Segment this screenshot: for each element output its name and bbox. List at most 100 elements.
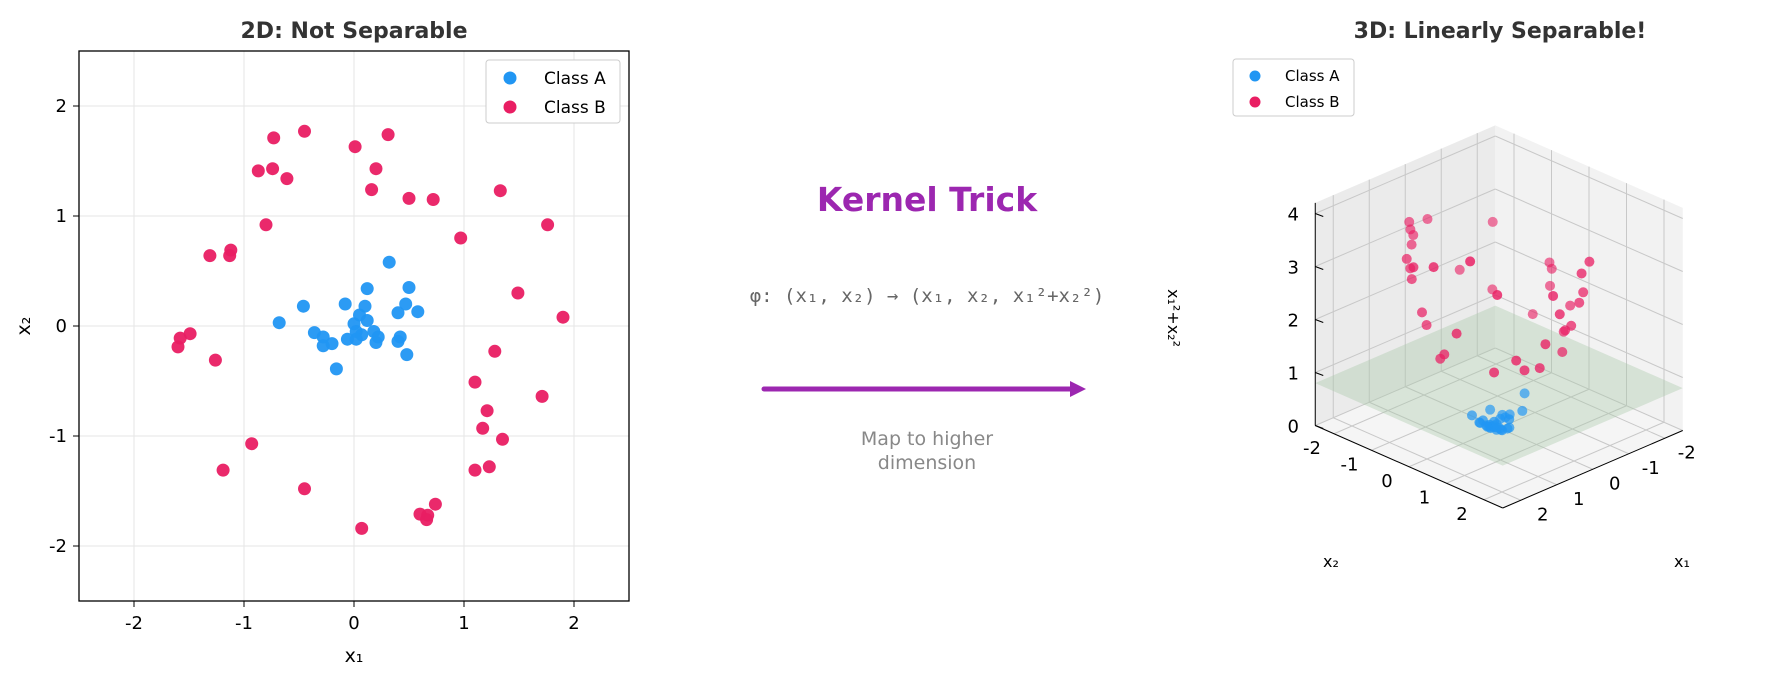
chart-3d-legend: Class A Class B — [1232, 58, 1355, 117]
y-tick-label: -2 — [49, 536, 67, 557]
y-tick-label: 2 — [56, 96, 67, 117]
axis-line-3d — [1315, 425, 1503, 509]
point-class-b — [1519, 365, 1530, 376]
point-class-b — [1406, 274, 1417, 285]
point-class-b — [266, 162, 280, 176]
x-tick-label: -2 — [125, 613, 143, 634]
point-class-b — [476, 421, 490, 435]
y-tick-label: 0 — [56, 316, 67, 337]
chart-2d-legend: Class A Class B — [485, 59, 621, 124]
legend-label-class-b: Class B — [544, 98, 606, 118]
point-class-b — [1534, 363, 1545, 374]
legend-marker-class-a — [503, 71, 517, 85]
point-class-b — [1584, 256, 1595, 267]
point-class-b — [1451, 328, 1462, 339]
legend-label-class-a: Class A — [544, 69, 606, 89]
point-class-b — [348, 140, 362, 154]
chart-3d-points — [1401, 214, 1595, 436]
chart-3d-title: 3D: Linearly Separable! — [1354, 19, 1647, 44]
point-class-b — [381, 128, 395, 142]
grid-line-3d — [1315, 241, 1496, 320]
grid-line-3d — [1495, 347, 1683, 431]
x2-tick-label: 0 — [1381, 471, 1392, 492]
mapping-arrow-head — [1070, 381, 1086, 397]
point-class-b — [1527, 309, 1538, 320]
grid-line-3d — [1495, 294, 1683, 378]
x-tick-label: -1 — [235, 613, 253, 634]
z-tick — [1315, 319, 1324, 323]
axis-line-3d — [1502, 430, 1683, 509]
point-class-a — [360, 314, 374, 327]
plane-surface — [1315, 305, 1683, 466]
x2-tick-label: -2 — [1303, 438, 1321, 459]
point-class-b — [1404, 216, 1415, 227]
z-tick — [1315, 425, 1324, 429]
point-class-b — [1421, 320, 1432, 331]
point-class-b — [1428, 262, 1439, 273]
point-class-b — [556, 310, 570, 324]
point-class-b — [535, 389, 549, 403]
point-class-b — [1454, 264, 1465, 275]
point-class-a — [1485, 404, 1496, 415]
grid-line-3d — [1333, 417, 1521, 501]
x1-tick-label: -2 — [1678, 442, 1696, 463]
point-class-b — [1417, 307, 1428, 318]
grid-line-3d — [1495, 241, 1683, 325]
point-class-b — [216, 463, 230, 477]
point-class-b — [1401, 253, 1412, 264]
grid-line-3d — [1495, 135, 1683, 219]
mapping-caption-line1: Map to higher — [861, 428, 993, 450]
point-class-b — [259, 218, 273, 232]
point-class-a — [399, 297, 413, 311]
chart-2d-ylabel: x₂ — [13, 317, 35, 336]
chart-2d-xlabel: x₁ — [345, 645, 364, 667]
point-class-b — [365, 183, 379, 197]
legend-marker-class-b — [1249, 96, 1261, 108]
point-class-b — [493, 184, 507, 198]
point-class-b — [355, 521, 369, 535]
chart-3d-axes: -2 -2 -1 -1 0 0 1 1 2 2 0 1 2 3 4 — [1288, 202, 1696, 525]
kernel-formula: φ: (x₁, x₂) → (x₁, x₂, x₁²+x₂²) — [750, 285, 1105, 307]
point-class-b — [1489, 367, 1500, 378]
point-class-a — [340, 332, 354, 346]
point-class-b — [1576, 268, 1587, 279]
point-class-b — [1545, 280, 1556, 291]
point-class-b — [1557, 347, 1568, 358]
point-class-b — [482, 460, 496, 474]
z-tick-label: 2 — [1288, 311, 1299, 332]
point-class-b — [280, 172, 294, 186]
point-class-b — [1487, 284, 1498, 295]
point-class-a — [1519, 388, 1530, 399]
chart-2d-points — [171, 124, 570, 535]
x1-tick-label: 0 — [1609, 473, 1620, 494]
chart-2d-title: 2D: Not Separable — [241, 19, 468, 44]
z-tick-label: 4 — [1288, 205, 1299, 226]
legend-marker-class-a — [1249, 70, 1261, 82]
point-class-b — [496, 432, 509, 446]
grid-line-3d — [1446, 405, 1627, 484]
mapping-caption-line2: dimension — [878, 452, 976, 474]
legend-label-class-b: Class B — [1285, 93, 1340, 111]
point-class-b — [251, 164, 265, 178]
point-class-b — [488, 344, 502, 358]
kernel-trick-panel: Kernel Trick φ: (x₁, x₂) → (x₁, x₂, x₁²+… — [750, 180, 1105, 474]
point-class-b — [1565, 300, 1576, 311]
x2-tick-label: -1 — [1341, 454, 1359, 475]
z-tick — [1315, 372, 1324, 376]
y-tick-label: -1 — [49, 426, 67, 447]
point-class-b — [1422, 214, 1433, 225]
x1-tick-label: -1 — [1642, 458, 1660, 479]
point-class-a — [272, 316, 286, 330]
chart-3d-ylabel: x₂ — [1323, 552, 1339, 571]
point-class-b — [298, 124, 311, 138]
point-class-b — [369, 162, 383, 176]
point-class-a — [338, 297, 352, 311]
point-class-b — [267, 131, 281, 145]
point-class-b — [1578, 287, 1589, 298]
point-class-a — [369, 336, 383, 349]
z-tick-label: 3 — [1288, 258, 1299, 279]
point-class-b — [1487, 216, 1498, 227]
point-class-b — [1435, 353, 1446, 364]
x2-tick-label: 1 — [1419, 487, 1430, 508]
